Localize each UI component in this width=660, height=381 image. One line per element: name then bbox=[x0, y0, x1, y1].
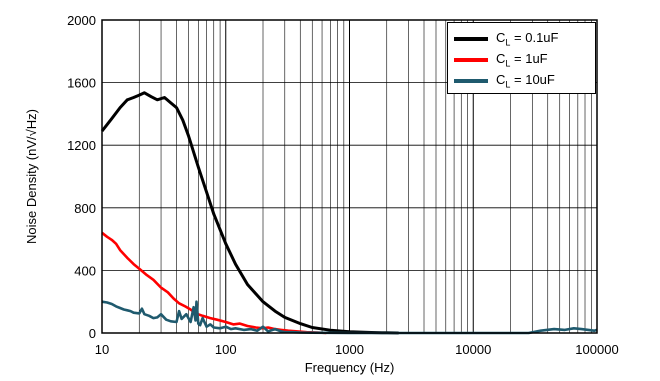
series-line-2 bbox=[101, 231, 327, 335]
x-tick-label: 100000 bbox=[575, 342, 618, 357]
y-tick-label: 2000 bbox=[67, 13, 96, 28]
x-tick-labels: 10 100 1000 10000 100000 bbox=[95, 342, 619, 357]
y-tick-label: 1200 bbox=[67, 138, 96, 153]
x-axis-label: Frequency (Hz) bbox=[305, 360, 395, 375]
legend-label: CL = 0.1uF bbox=[496, 30, 558, 48]
x-tick-label: 1000 bbox=[335, 342, 364, 357]
legend-item: CL = 1uF bbox=[454, 51, 548, 69]
legend-swatch bbox=[454, 79, 488, 83]
x-tick-label: 10 bbox=[95, 342, 109, 357]
x-tick-label: 10000 bbox=[455, 342, 491, 357]
y-tick-label: 400 bbox=[74, 263, 96, 278]
y-axis-label: Noise Density (nV/√Hz) bbox=[24, 109, 39, 244]
legend-label: CL = 1uF bbox=[496, 51, 548, 69]
y-tick-labels: 0 400 800 1200 1600 2000 bbox=[67, 13, 96, 341]
legend: CL = 0.1uF CL = 1uF CL = 10uF bbox=[447, 22, 596, 94]
legend-label-value: = 10uF bbox=[510, 72, 555, 88]
legend-swatch bbox=[454, 37, 488, 41]
legend-label-subscript: L bbox=[505, 58, 511, 69]
y-tick-label: 800 bbox=[74, 201, 96, 216]
legend-label-main: C bbox=[496, 72, 506, 88]
y-tick-label: 1600 bbox=[67, 76, 96, 91]
legend-label-subscript: L bbox=[505, 79, 511, 90]
legend-item: CL = 0.1uF bbox=[454, 30, 558, 48]
legend-label-main: C bbox=[496, 51, 506, 67]
legend-item: CL = 10uF bbox=[454, 72, 555, 90]
legend-label-value: = 0.1uF bbox=[510, 30, 559, 46]
legend-label: CL = 10uF bbox=[496, 72, 555, 90]
legend-label-value: = 1uF bbox=[510, 51, 548, 67]
legend-swatch bbox=[454, 58, 488, 62]
legend-label-main: C bbox=[496, 30, 506, 46]
series-line-1 bbox=[100, 91, 399, 335]
plot-frame bbox=[101, 19, 598, 334]
x-tick-label: 100 bbox=[215, 342, 237, 357]
y-tick-label: 0 bbox=[89, 326, 96, 341]
legend-label-subscript: L bbox=[505, 37, 511, 48]
